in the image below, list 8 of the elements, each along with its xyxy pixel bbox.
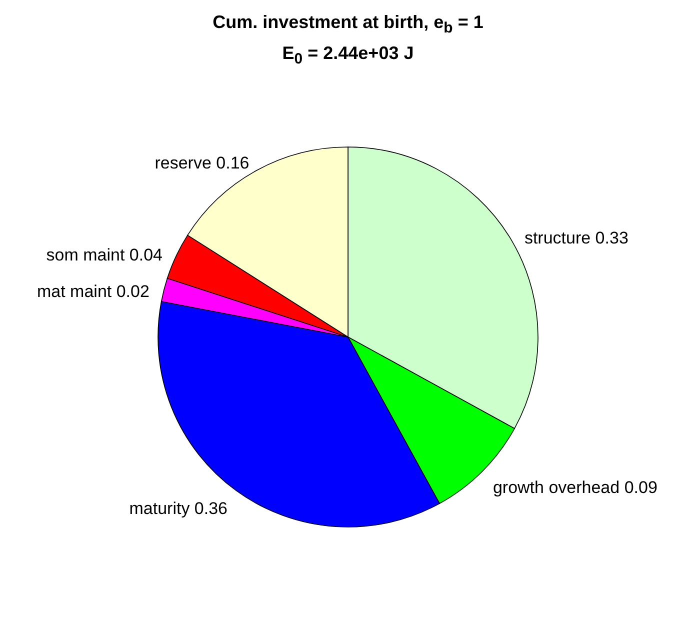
slice-label: maturity 0.36 bbox=[129, 499, 228, 518]
slice-label: reserve 0.16 bbox=[154, 154, 250, 173]
slice-label: structure 0.33 bbox=[524, 228, 628, 248]
slice-label: growth overhead 0.09 bbox=[492, 478, 658, 498]
chart-title: Cum. investment at birth, e$_{b}$ = 1 bbox=[212, 11, 484, 37]
slice-label: mat maint 0.02 bbox=[36, 282, 150, 302]
slice-label: som maint 0.04 bbox=[46, 246, 163, 265]
chart-subtitle: E$_{0}$ = 2.44e+03 J bbox=[281, 42, 415, 68]
